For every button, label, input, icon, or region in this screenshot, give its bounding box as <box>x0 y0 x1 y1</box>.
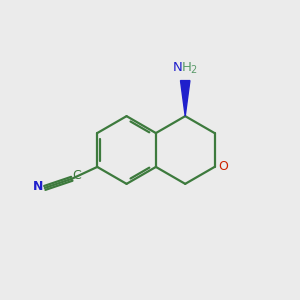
Text: H: H <box>182 61 192 74</box>
Text: C: C <box>72 169 81 182</box>
Text: O: O <box>218 160 228 173</box>
Text: N: N <box>173 61 183 74</box>
Text: N: N <box>33 180 44 193</box>
Text: 2: 2 <box>190 65 196 75</box>
Polygon shape <box>181 81 190 116</box>
